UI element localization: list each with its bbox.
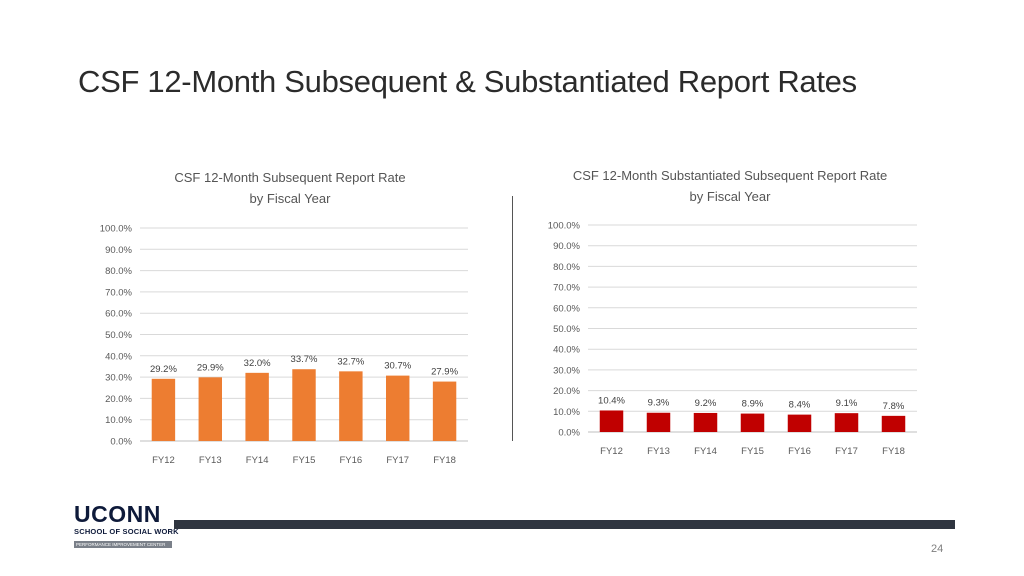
y-tick-label: 10.0% <box>553 407 580 418</box>
y-tick-label: 30.0% <box>105 373 132 384</box>
x-tick-label: FY13 <box>199 455 222 466</box>
chart-title-line-2: by Fiscal Year <box>249 191 331 206</box>
bar <box>151 378 176 441</box>
bar <box>599 410 624 432</box>
data-label: 9.2% <box>695 398 717 409</box>
data-label: 30.7% <box>384 361 411 372</box>
logo-wordmark: UCONN <box>74 501 161 527</box>
y-tick-label: 90.0% <box>105 245 132 256</box>
data-label: 8.4% <box>789 400 811 411</box>
bar <box>787 414 812 432</box>
logo-school-name: SCHOOL OF SOCIAL WORK <box>74 527 179 536</box>
y-tick-label: 0.0% <box>110 437 132 448</box>
y-tick-label: 70.0% <box>553 283 580 294</box>
y-tick-label: 20.0% <box>105 394 132 405</box>
x-tick-label: FY13 <box>647 446 670 457</box>
uconn-logo: UCONN SCHOOL OF SOCIAL WORK PERFORMANCE … <box>74 501 179 548</box>
data-label: 9.3% <box>648 398 670 409</box>
x-tick-label: FY12 <box>600 446 623 457</box>
x-tick-label: FY18 <box>882 446 905 457</box>
y-tick-label: 100.0% <box>100 224 133 235</box>
data-label: 27.9% <box>431 367 458 378</box>
y-tick-label: 40.0% <box>105 351 132 362</box>
data-label: 9.1% <box>836 398 858 409</box>
x-tick-label: FY14 <box>246 455 269 466</box>
logo-tagline: PERFORMANCE IMPROVEMENT CENTER <box>74 541 172 548</box>
bar <box>198 377 222 441</box>
y-tick-label: 80.0% <box>105 266 132 277</box>
x-tick-label: FY15 <box>741 446 764 457</box>
x-tick-label: FY14 <box>694 446 717 457</box>
data-label: 33.7% <box>291 354 318 365</box>
y-tick-label: 70.0% <box>105 287 132 298</box>
y-tick-label: 50.0% <box>553 324 580 335</box>
footer-bar <box>174 520 955 529</box>
data-label: 29.9% <box>197 362 224 373</box>
y-tick-label: 100.0% <box>548 221 581 232</box>
y-tick-label: 80.0% <box>553 262 580 273</box>
bar <box>693 412 718 432</box>
bar <box>339 371 363 441</box>
y-tick-label: 0.0% <box>558 428 580 439</box>
chart-title-line-2: by Fiscal Year <box>689 189 771 204</box>
y-tick-label: 30.0% <box>553 365 580 376</box>
chart-title-line-1: CSF 12-Month Substantiated Subsequent Re… <box>572 168 888 183</box>
substantiated-report-rate-chart: CSF 12-Month Substantiated Subsequent Re… <box>530 164 930 474</box>
page-number: 24 <box>931 543 944 555</box>
x-tick-label: FY15 <box>293 455 316 466</box>
chart-title-line-1: CSF 12-Month Subsequent Report Rate <box>174 170 406 185</box>
y-tick-label: 90.0% <box>553 241 580 252</box>
bar <box>740 413 765 432</box>
bar <box>386 375 410 441</box>
data-label: 32.0% <box>244 358 271 369</box>
chart-divider <box>512 196 513 441</box>
y-tick-label: 20.0% <box>553 386 580 397</box>
x-tick-label: FY18 <box>433 455 456 466</box>
slide-title: CSF 12-Month Subsequent & Substantiated … <box>78 64 857 99</box>
bar <box>245 372 269 441</box>
x-tick-label: FY16 <box>788 446 811 457</box>
data-label: 7.8% <box>883 401 905 412</box>
bar <box>432 381 457 441</box>
y-tick-label: 40.0% <box>553 345 580 356</box>
bar <box>834 413 859 432</box>
bar <box>881 415 906 432</box>
subsequent-report-rate-chart: CSF 12-Month Subsequent Report Rate by F… <box>90 166 490 476</box>
y-tick-label: 60.0% <box>105 309 132 320</box>
x-tick-label: FY17 <box>386 455 409 466</box>
bar <box>292 369 316 441</box>
x-tick-label: FY12 <box>152 455 175 466</box>
data-label: 8.9% <box>742 399 764 410</box>
y-tick-label: 50.0% <box>105 330 132 341</box>
data-label: 10.4% <box>598 395 625 406</box>
data-label: 32.7% <box>337 356 364 367</box>
subsequent-report-rate-plot: 0.0% 10.0% 20.0% 30.0% 40.0% 50.0% 60.0% 70.0% 8… <box>100 224 468 466</box>
y-tick-label: 60.0% <box>553 303 580 314</box>
substantiated-report-rate-plot: 0.0% 10.0% 20.0% 30.0% 40.0% 50.0% 60.0% 70.0% 8… <box>548 221 917 457</box>
data-label: 29.2% <box>150 364 177 375</box>
x-tick-label: FY17 <box>835 446 858 457</box>
bar <box>646 412 671 432</box>
y-tick-label: 10.0% <box>105 415 132 426</box>
x-tick-label: FY16 <box>339 455 362 466</box>
